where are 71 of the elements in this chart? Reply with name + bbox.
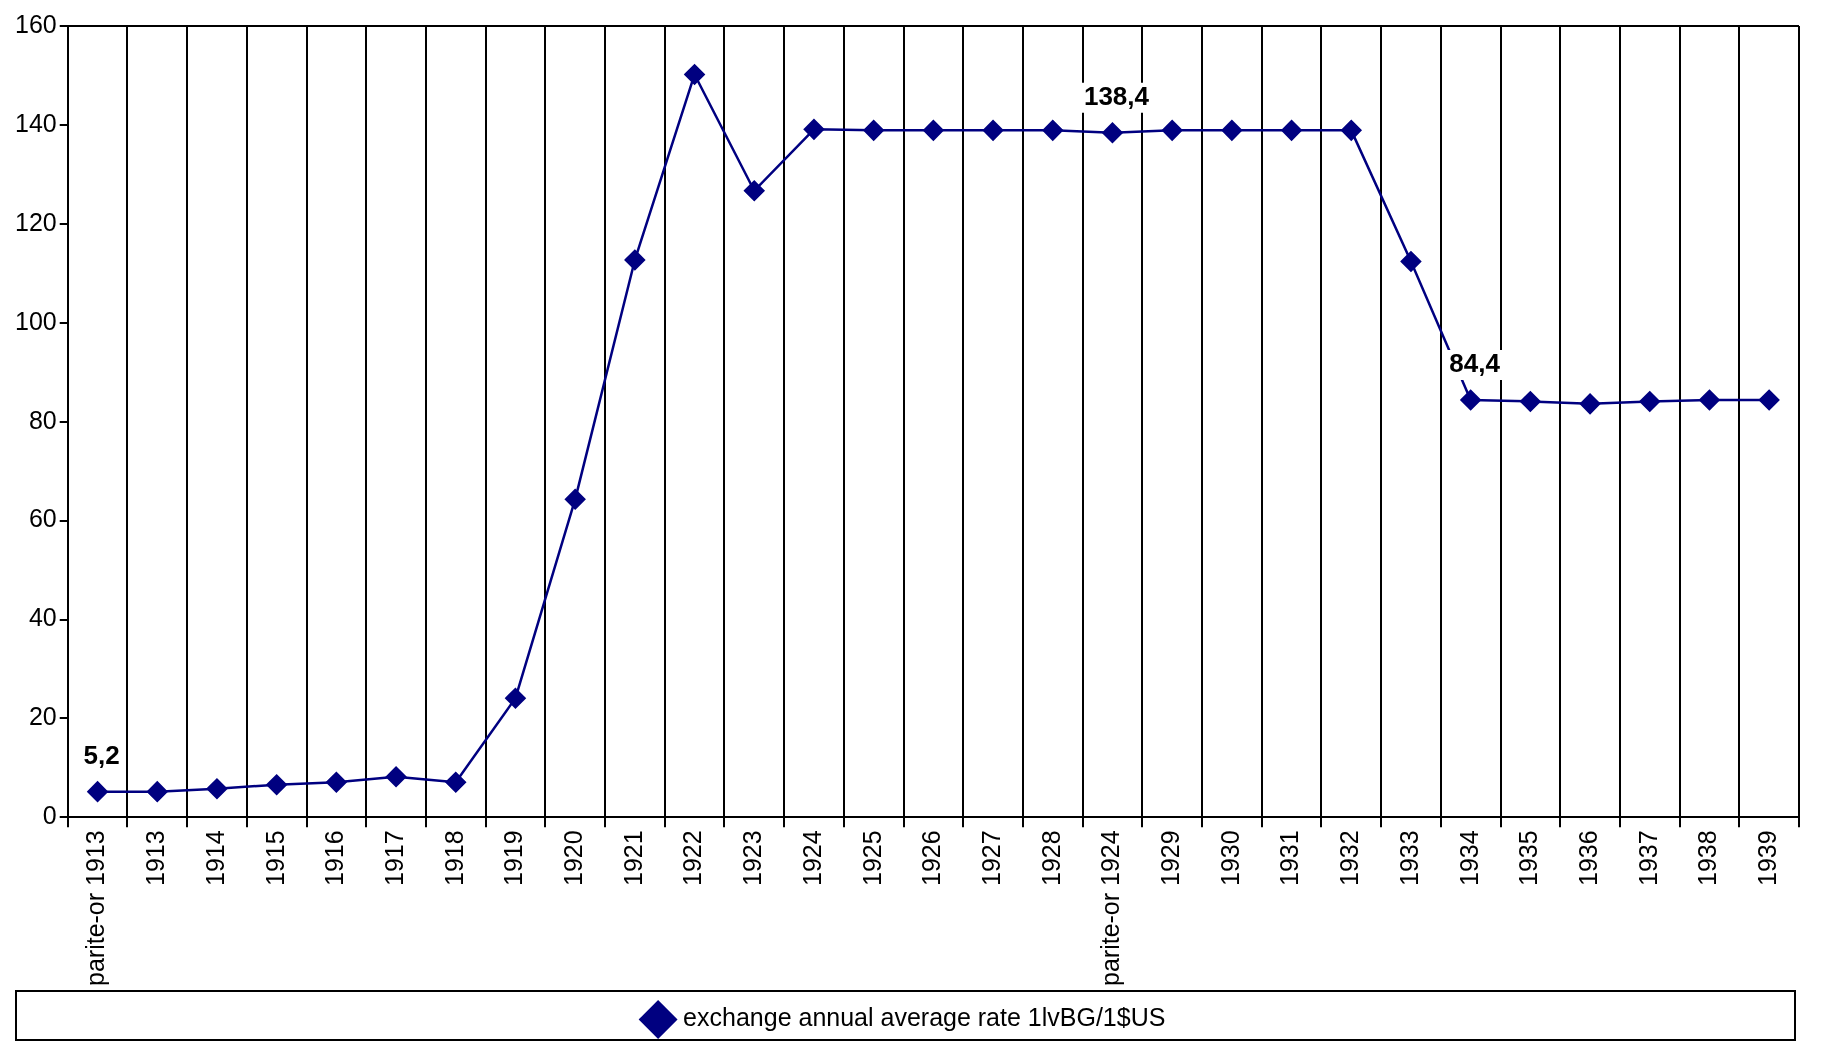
y-tick-label: 80 — [28, 405, 57, 434]
x-tick-label: 1934 — [1454, 830, 1483, 886]
x-tick-label: 1931 — [1275, 830, 1304, 886]
point — [1758, 389, 1780, 411]
x-tick-label: 1936 — [1573, 830, 1602, 886]
x-tick-label: 1937 — [1633, 830, 1662, 886]
x-tick-label: 1913 — [141, 830, 170, 886]
x-tick-label: 1918 — [439, 830, 468, 886]
point — [1102, 122, 1123, 144]
x-tick-label: 1925 — [857, 830, 886, 886]
x-tick-label: 1938 — [1693, 830, 1722, 886]
point — [1579, 393, 1601, 415]
x-tick-label: 1921 — [618, 830, 647, 886]
data-label: 138,4 — [1083, 81, 1150, 111]
x-tick-label: parite-or 1924 — [1096, 830, 1125, 986]
x-tick-label: 1915 — [260, 830, 289, 886]
point — [744, 180, 765, 201]
x-tick-label: 1930 — [1215, 830, 1244, 886]
x-tick-label: 1922 — [678, 830, 707, 886]
x-tick-label: 1935 — [1514, 830, 1543, 886]
point — [505, 687, 526, 709]
point — [1341, 120, 1362, 141]
y-tick-label: 20 — [28, 702, 57, 731]
point — [1460, 389, 1481, 411]
x-tick-label: 1914 — [200, 830, 229, 886]
point — [1281, 120, 1302, 141]
point — [206, 778, 228, 799]
y-tick-label: 140 — [14, 108, 57, 137]
x-tick-label: 1920 — [559, 830, 588, 886]
point — [1221, 120, 1243, 141]
point — [1639, 391, 1660, 412]
y-tick-label: 160 — [14, 9, 57, 38]
point — [684, 64, 705, 85]
point — [1699, 389, 1720, 411]
y-tick-label: 60 — [28, 504, 57, 533]
point — [147, 781, 168, 802]
point — [1161, 120, 1183, 141]
x-tick-label: 1928 — [1036, 830, 1065, 886]
point — [445, 771, 467, 793]
y-tick-label: 0 — [42, 801, 57, 830]
point — [1400, 251, 1422, 272]
point — [624, 249, 646, 271]
legend-label: exchange annual average rate 1lvBG/1$US — [683, 1003, 1166, 1032]
x-tick-label: 1932 — [1335, 830, 1364, 886]
point — [266, 774, 287, 795]
x-tick-label: 1926 — [917, 830, 946, 886]
point — [803, 119, 825, 140]
point — [326, 771, 347, 793]
y-tick-label: 120 — [14, 207, 57, 236]
x-tick-label: 1916 — [320, 830, 349, 886]
point — [87, 781, 108, 802]
x-tick-label: 1923 — [738, 830, 767, 886]
x-tick-label: 1933 — [1394, 830, 1423, 886]
point — [1520, 391, 1541, 412]
data-label: 84,4 — [1449, 348, 1501, 379]
point — [564, 489, 586, 510]
data-label: 5,2 — [83, 739, 120, 770]
x-tick-label: 1929 — [1156, 830, 1185, 886]
x-tick-label: parite-or 1913 — [81, 830, 110, 986]
y-tick-label: 40 — [28, 603, 57, 632]
x-tick-label: 1919 — [499, 830, 528, 886]
point — [863, 120, 884, 141]
point — [385, 766, 407, 788]
x-tick-label: 1917 — [379, 830, 408, 886]
point — [1042, 120, 1064, 141]
y-tick-label: 100 — [14, 306, 57, 335]
x-tick-label: 1939 — [1753, 830, 1782, 886]
point — [982, 120, 1004, 141]
x-tick-label: 1927 — [976, 830, 1005, 886]
point — [923, 120, 944, 141]
x-tick-label: 1924 — [797, 830, 826, 886]
